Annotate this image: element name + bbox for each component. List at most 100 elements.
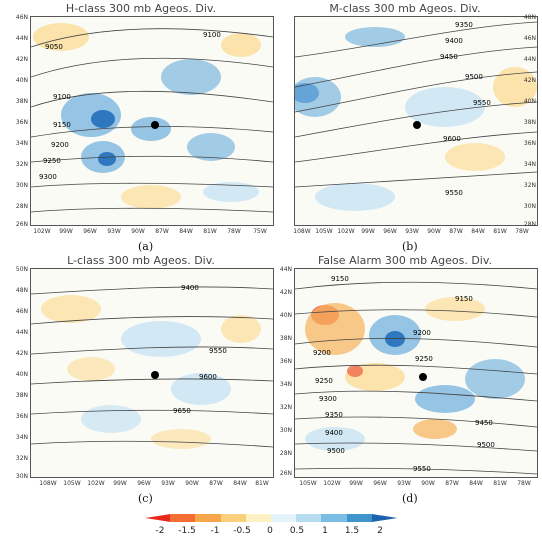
- panel-letter: (c): [138, 492, 153, 505]
- colorbar-label: 2: [377, 526, 383, 536]
- lon-tick: 78W: [515, 228, 529, 235]
- contour-label: 9200: [413, 329, 431, 337]
- colorbar-label: -2: [155, 526, 165, 536]
- panel-title: H-class 300 mb Ageos. Div.: [65, 2, 217, 15]
- lon-tick: 96W: [137, 480, 151, 487]
- contour-label: 9300: [319, 395, 337, 403]
- lat-tick: 30N: [279, 427, 292, 434]
- lon-tick: 90W: [421, 480, 435, 487]
- contour-label: 9250: [315, 377, 333, 385]
- lat-tick: 38N: [15, 98, 28, 105]
- panel-letter: (b): [402, 240, 418, 253]
- lon-tick: 90W: [131, 228, 145, 235]
- lon-tick: 105W: [315, 228, 333, 235]
- map-area: 9150 9150 9200 9200 9250 9250 9300 9350 …: [294, 268, 538, 478]
- map-canvas: [295, 21, 537, 211]
- lat-tick: 28N: [15, 203, 28, 210]
- lat-tick: 36N: [15, 119, 28, 126]
- lat-tick: 30N: [15, 182, 28, 189]
- lat-tick: 42N: [523, 77, 536, 84]
- location-marker: [419, 373, 427, 381]
- colorbar-label: 1: [322, 526, 328, 536]
- height-contours: [31, 28, 273, 213]
- panel-letter: (a): [138, 240, 154, 253]
- colorbar-segment: [195, 514, 222, 522]
- lon-tick: 99W: [59, 228, 73, 235]
- lon-tick: 84W: [179, 228, 193, 235]
- lat-tick: 26N: [279, 470, 292, 477]
- height-contours: [295, 281, 537, 475]
- lon-tick: 99W: [113, 480, 127, 487]
- contour-label: 9150: [455, 295, 473, 303]
- map-canvas: [31, 286, 273, 449]
- lon-tick: 93W: [397, 480, 411, 487]
- contour-label: 9150: [331, 275, 349, 283]
- lon-tick: 90W: [427, 228, 441, 235]
- panel-title: L-class 300 mb Ageos. Div.: [67, 254, 215, 267]
- lon-tick: 87W: [449, 228, 463, 235]
- lat-tick: 46N: [15, 14, 28, 21]
- lon-tick: 96W: [373, 480, 387, 487]
- shading: [41, 295, 261, 449]
- lat-tick: 26N: [15, 221, 28, 228]
- lon-tick: 87W: [155, 228, 169, 235]
- lat-tick: 32N: [15, 455, 28, 462]
- lon-tick: 102W: [87, 480, 105, 487]
- lat-tick: 34N: [15, 434, 28, 441]
- contour-label: 9150: [53, 121, 71, 129]
- colorbar-label: -1: [210, 526, 220, 536]
- lat-tick: 34N: [15, 140, 28, 147]
- lon-tick: 81W: [203, 228, 217, 235]
- lon-tick: 81W: [255, 480, 269, 487]
- lat-tick: 34N: [523, 161, 536, 168]
- lon-tick: 87W: [209, 480, 223, 487]
- panel-title: False Alarm 300 mb Ageos. Div.: [317, 254, 493, 267]
- lat-tick: 28N: [523, 221, 536, 228]
- contour-label: 9200: [313, 349, 331, 357]
- lon-tick: 105W: [299, 480, 317, 487]
- lon-tick: 105W: [63, 480, 81, 487]
- lon-tick: 78W: [227, 228, 241, 235]
- lat-tick: 44N: [15, 35, 28, 42]
- contour-label: 9600: [199, 373, 217, 381]
- lat-tick: 50N: [15, 266, 28, 273]
- lon-tick: 96W: [383, 228, 397, 235]
- shading: [295, 27, 537, 211]
- lat-tick: 40N: [15, 371, 28, 378]
- lat-tick: 38N: [15, 392, 28, 399]
- contour-label: 9350: [325, 411, 343, 419]
- lat-tick: 30N: [15, 473, 28, 480]
- lat-tick: 40N: [279, 312, 292, 319]
- panel-d: False Alarm 300 mb Ageos. Div.: [272, 254, 538, 508]
- lat-tick: 42N: [15, 350, 28, 357]
- lat-tick: 44N: [523, 56, 536, 63]
- colorbar-segment: [271, 514, 297, 522]
- contour-label: 9250: [43, 157, 61, 165]
- contour-label: 9650: [173, 407, 191, 415]
- contour-label: 9300: [39, 173, 57, 181]
- lon-tick: 102W: [323, 480, 341, 487]
- lat-tick: 46N: [523, 35, 536, 42]
- height-contours: [31, 286, 273, 448]
- colorbar-label: 1.5: [344, 526, 360, 536]
- location-marker: [413, 121, 421, 129]
- contour-label: 9250: [415, 355, 433, 363]
- colorbar: [145, 514, 398, 522]
- colorbar-label: -0.5: [233, 526, 251, 536]
- colorbar-segment: [245, 514, 272, 522]
- contour-label: 9550: [473, 99, 491, 107]
- contour-label: 9450: [440, 53, 458, 61]
- panel-a: H-class 300 mb Ageos. Div.: [8, 2, 274, 256]
- shading: [33, 23, 261, 209]
- map-canvas: [31, 23, 273, 213]
- lat-tick: 36N: [523, 140, 536, 147]
- contour-label: 9600: [443, 135, 461, 143]
- colorbar-segment: [296, 514, 322, 522]
- lat-tick: 32N: [279, 404, 292, 411]
- contour-label: 9350: [455, 21, 473, 29]
- map-canvas: [295, 281, 537, 475]
- lon-tick: 99W: [349, 480, 363, 487]
- lat-tick: 36N: [15, 413, 28, 420]
- height-contours: [295, 21, 537, 188]
- lon-tick: 81W: [493, 228, 507, 235]
